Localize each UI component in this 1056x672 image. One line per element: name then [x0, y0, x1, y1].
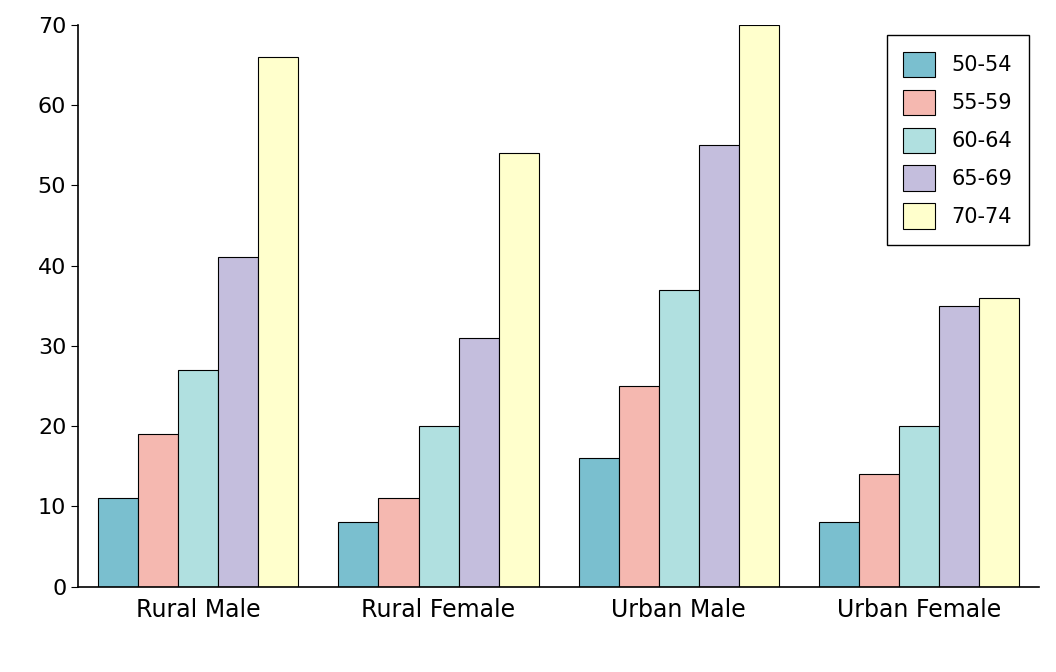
Bar	[178, 370, 219, 587]
Bar	[860, 474, 899, 587]
Bar	[378, 499, 418, 587]
Bar	[579, 458, 619, 587]
Bar	[899, 426, 939, 587]
Bar	[659, 290, 699, 587]
Bar	[739, 25, 779, 587]
Bar	[98, 499, 138, 587]
Bar	[138, 434, 178, 587]
Bar	[979, 298, 1019, 587]
Bar	[259, 56, 299, 587]
Bar	[418, 426, 458, 587]
Bar	[619, 386, 659, 587]
Bar	[939, 306, 979, 587]
Bar	[219, 257, 259, 587]
Bar	[338, 522, 378, 587]
Bar	[458, 338, 498, 587]
Bar	[819, 522, 860, 587]
Bar	[498, 153, 539, 587]
Legend: 50-54, 55-59, 60-64, 65-69, 70-74: 50-54, 55-59, 60-64, 65-69, 70-74	[887, 35, 1029, 245]
Bar	[699, 145, 739, 587]
